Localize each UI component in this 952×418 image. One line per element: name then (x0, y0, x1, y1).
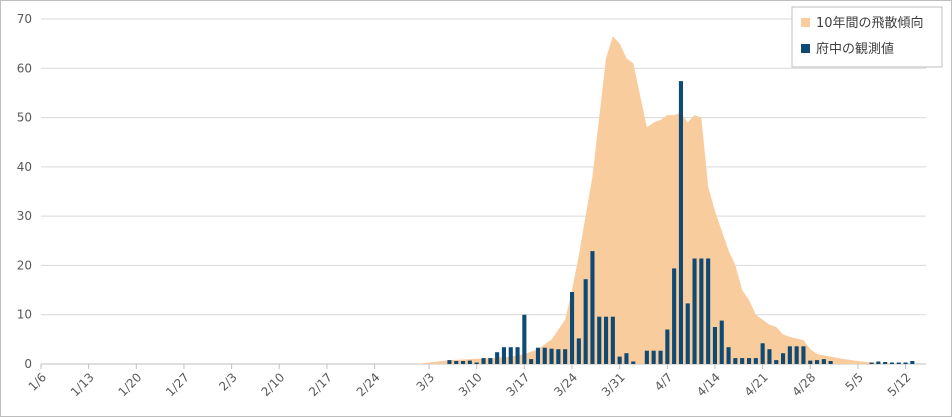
bar-fuchu-observed (610, 316, 615, 364)
x-tick-label: 4/7 (652, 370, 676, 394)
bar-fuchu-observed (515, 347, 520, 364)
bar-fuchu-observed (597, 316, 602, 364)
y-tick-label: 70 (17, 12, 32, 26)
bar-fuchu-observed (760, 343, 765, 364)
bar-fuchu-observed (883, 362, 888, 364)
bar-fuchu-observed (808, 360, 813, 364)
bar-fuchu-observed (665, 329, 670, 364)
bar-fuchu-observed (692, 258, 697, 364)
bar-fuchu-observed (651, 350, 656, 364)
bar-fuchu-observed (624, 353, 629, 364)
bar-fuchu-observed (501, 347, 506, 364)
bar-fuchu-observed (719, 320, 724, 364)
bar-fuchu-observed (556, 349, 561, 364)
x-tick-label: 2/17 (306, 370, 335, 399)
bar-fuchu-observed (481, 358, 486, 364)
x-tick-label: 3/31 (599, 370, 628, 399)
bar-fuchu-observed (576, 338, 581, 364)
bar-fuchu-observed (542, 347, 547, 364)
y-tick-label: 30 (17, 209, 32, 223)
x-tick-label: 3/3 (414, 370, 438, 394)
x-tick-label: 4/21 (742, 370, 771, 399)
bar-fuchu-observed (753, 358, 758, 364)
legend-box (791, 6, 943, 68)
x-tick-label: 2/3 (216, 370, 240, 394)
x-tick-label: 2/24 (354, 370, 383, 399)
bar-fuchu-observed (563, 349, 568, 364)
bar-fuchu-observed (699, 258, 704, 364)
bar-fuchu-observed (726, 347, 731, 364)
bar-fuchu-observed (685, 303, 690, 364)
x-tick-label: 1/6 (26, 370, 50, 394)
bar-fuchu-observed (828, 361, 833, 364)
bar-fuchu-observed (794, 346, 799, 364)
bar-fuchu-observed (896, 362, 901, 364)
bar-fuchu-observed (522, 314, 527, 364)
bar-fuchu-observed (903, 362, 908, 364)
bar-fuchu-observed (583, 279, 588, 364)
bar-fuchu-observed (570, 292, 575, 364)
bar-fuchu-observed (747, 358, 752, 364)
x-tick-label: 3/17 (504, 370, 533, 399)
y-tick-label: 40 (17, 160, 32, 174)
bar-fuchu-observed (869, 362, 874, 364)
bar-fuchu-observed (604, 316, 609, 364)
bar-fuchu-observed (781, 353, 786, 364)
legend-swatch (801, 44, 810, 53)
bar-fuchu-observed (740, 358, 745, 364)
bar-fuchu-observed (631, 361, 636, 364)
y-tick-label: 50 (17, 111, 32, 125)
bar-fuchu-observed (508, 347, 513, 364)
x-tick-label: 4/28 (789, 370, 818, 399)
bar-fuchu-observed (447, 360, 452, 364)
bar-fuchu-observed (821, 359, 826, 364)
x-tick-label: 4/14 (694, 370, 723, 399)
bar-fuchu-observed (474, 362, 479, 364)
x-tick-label: 2/10 (258, 370, 287, 399)
x-tick-label: 3/24 (551, 370, 580, 399)
bar-fuchu-observed (467, 360, 472, 364)
bar-fuchu-observed (678, 81, 683, 364)
y-tick-label: 20 (17, 258, 32, 272)
bar-fuchu-observed (590, 251, 595, 364)
x-tick-label: 5/5 (842, 370, 866, 394)
bar-fuchu-observed (617, 356, 622, 364)
bar-fuchu-observed (733, 358, 738, 364)
legend-swatch (801, 18, 810, 27)
y-tick-label: 10 (17, 308, 32, 322)
bar-fuchu-observed (767, 349, 772, 364)
bar-fuchu-observed (787, 346, 792, 364)
bar-fuchu-observed (488, 358, 493, 364)
bar-fuchu-observed (529, 359, 534, 364)
x-tick-label: 1/20 (115, 370, 144, 399)
bar-fuchu-observed (815, 360, 820, 364)
bar-fuchu-observed (535, 347, 540, 364)
y-tick-label: 60 (17, 61, 32, 75)
x-tick-label: 3/10 (456, 370, 485, 399)
bar-fuchu-observed (461, 361, 466, 364)
bar-fuchu-observed (910, 361, 915, 364)
bar-fuchu-observed (672, 268, 677, 364)
legend-label: 10年間の飛散傾向 (816, 15, 924, 31)
bar-fuchu-observed (774, 360, 779, 364)
area-10-year-trend (415, 36, 913, 365)
bar-fuchu-observed (801, 346, 806, 364)
x-tick-label: 1/13 (68, 370, 97, 399)
bar-fuchu-observed (658, 350, 663, 364)
bar-fuchu-observed (454, 361, 459, 364)
bar-fuchu-observed (706, 258, 711, 364)
bar-fuchu-observed (876, 361, 881, 364)
bar-fuchu-observed (495, 352, 500, 364)
legend-label: 府中の観測値 (816, 41, 894, 57)
bar-fuchu-observed (712, 327, 717, 364)
bar-fuchu-observed (889, 362, 894, 364)
x-tick-label: 5/12 (885, 370, 914, 399)
y-tick-label: 0 (24, 357, 32, 371)
bar-fuchu-observed (549, 348, 554, 364)
x-tick-label: 1/27 (163, 370, 192, 399)
bar-fuchu-observed (644, 350, 649, 364)
